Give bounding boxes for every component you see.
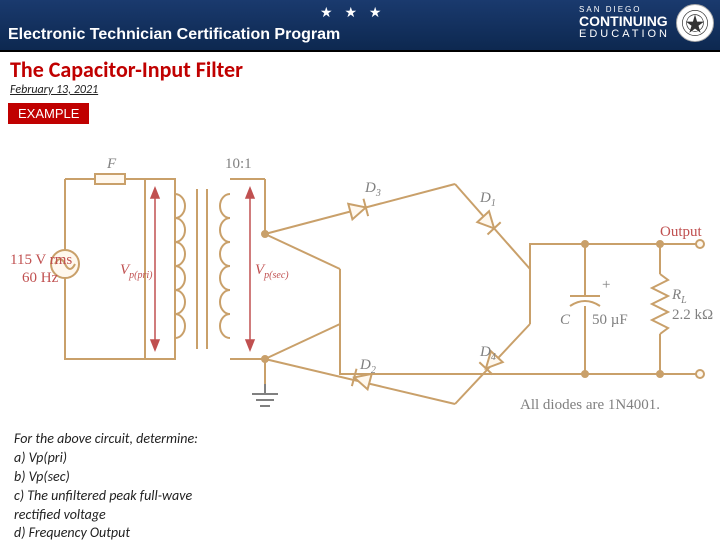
header-logo-block: SAN DIEGO CONTINUING EDUCATION bbox=[579, 4, 714, 42]
logo-line2: CONTINUING bbox=[579, 14, 670, 29]
rl-val-label: 2.2 kΩ bbox=[672, 307, 713, 323]
logo-line3: EDUCATION bbox=[579, 29, 670, 41]
header-bar: Electronic Technician Certification Prog… bbox=[0, 0, 720, 50]
example-badge: EXAMPLE bbox=[8, 103, 89, 124]
slide-title: The Capacitor-Input Filter bbox=[0, 52, 720, 83]
fuse-label: F bbox=[106, 156, 117, 172]
ratio-label: 10:1 bbox=[225, 156, 252, 172]
vp-pri-label: Vp(pri) bbox=[120, 262, 153, 281]
question-c2: rectified voltage bbox=[14, 506, 720, 525]
stars-icon: ★ ★ ★ bbox=[320, 4, 385, 21]
slide-date: February 13, 2021 bbox=[0, 83, 720, 99]
cap-val-label: 50 µF bbox=[592, 312, 628, 328]
source-f-label: 60 Hz bbox=[22, 270, 59, 286]
question-intro: For the above circuit, determine: bbox=[14, 430, 720, 449]
question-a: a) Vp(pri) bbox=[14, 449, 720, 468]
logo-text: SAN DIEGO CONTINUING EDUCATION bbox=[579, 6, 670, 41]
d1-label: D1 bbox=[479, 190, 496, 209]
vp-sec-label: Vp(sec) bbox=[255, 262, 289, 281]
source-v-label: 115 V rms bbox=[10, 252, 72, 268]
circuit-diagram: 115 V rms 60 Hz F 10:1 Vp(pri) Vp(sec) D… bbox=[0, 124, 720, 424]
output-label: Output bbox=[660, 224, 703, 240]
rl-label: RL bbox=[671, 287, 687, 306]
question-c: c) The unfiltered peak full-wave bbox=[14, 487, 720, 506]
diode-note: All diodes are 1N4001. bbox=[520, 397, 660, 413]
d3-label: D3 bbox=[364, 180, 381, 199]
cap-c-label: C bbox=[560, 312, 571, 328]
program-title: Electronic Technician Certification Prog… bbox=[0, 26, 340, 50]
question-b: b) Vp(sec) bbox=[14, 468, 720, 487]
question-block: For the above circuit, determine: a) Vp(… bbox=[0, 424, 720, 543]
seal-icon bbox=[676, 4, 714, 42]
question-d: d) Frequency Output bbox=[14, 524, 720, 543]
cap-plus: + bbox=[602, 277, 610, 293]
